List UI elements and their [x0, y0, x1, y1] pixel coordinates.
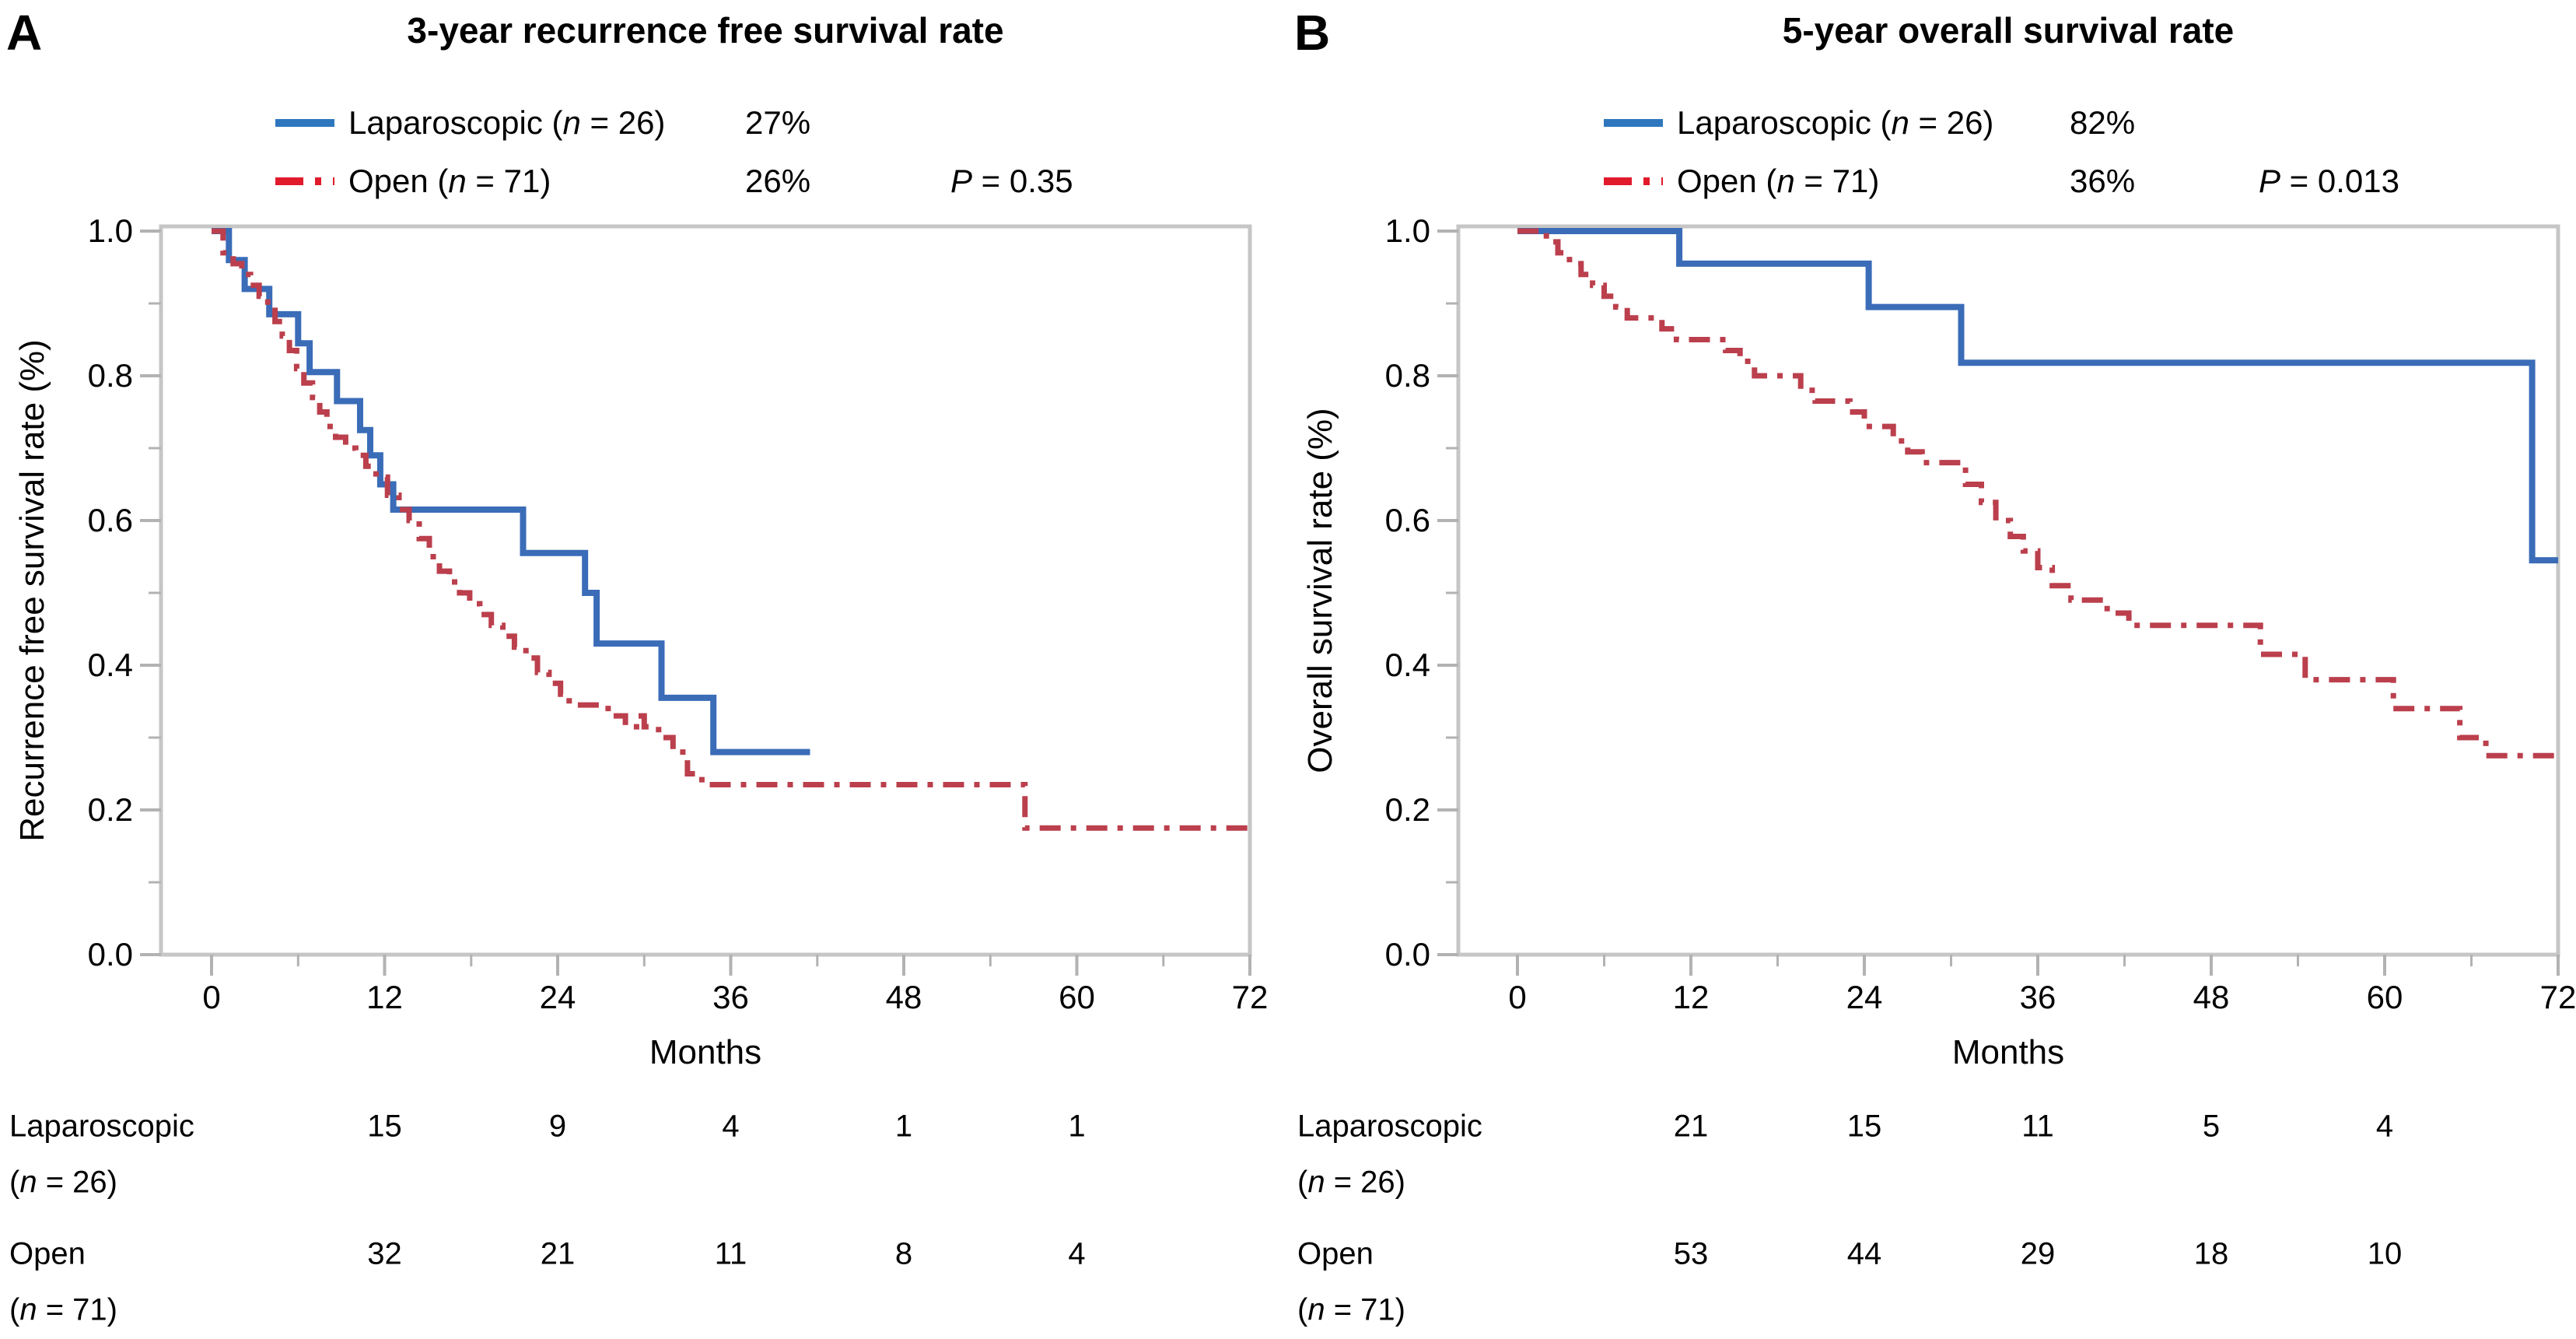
legend-value-laparoscopic: 82% [2070, 104, 2136, 141]
y-tick-label: 0.2 [1384, 791, 1430, 828]
risk-count: 18 [2193, 1236, 2229, 1271]
x-tick-label: 60 [2366, 979, 2403, 1015]
x-tick-label: 72 [1231, 979, 1269, 1015]
risk-row-name-open: Open [1297, 1236, 1374, 1271]
risk-row-name-open: Open [9, 1236, 86, 1271]
y-tick-label: 0.4 [1384, 647, 1430, 683]
plot-area [1437, 224, 2560, 976]
risk-row-name-laparoscopic: Laparoscopic [1297, 1109, 1482, 1144]
chart-title: 5-year overall survival rate [1782, 10, 2235, 51]
curve-open [212, 228, 1250, 831]
risk-count: 11 [2021, 1109, 2054, 1144]
risk-count: 4 [722, 1109, 740, 1144]
p-value-label: P = 0.35 [950, 163, 1073, 199]
curve-laparoscopic [1517, 228, 2558, 564]
legend-label-open: Open (n = 71) [348, 163, 551, 199]
risk-count: 1 [1068, 1109, 1086, 1144]
x-tick-label: 36 [712, 979, 749, 1015]
y-tick-label: 1.0 [87, 212, 133, 249]
risk-count: 8 [894, 1236, 913, 1271]
dash-dot-line-icon [1604, 177, 1663, 185]
risk-row-n-open: (n = 71) [9, 1292, 117, 1327]
legend-label-laparoscopic: Laparoscopic (n = 26) [348, 104, 666, 141]
y-tick-label: 0.6 [1384, 502, 1430, 538]
y-tick-label: 0.8 [87, 357, 133, 394]
risk-row-n-open: (n = 71) [1297, 1292, 1405, 1327]
x-tick-label: 48 [2193, 979, 2230, 1015]
x-axis-title: Months [1951, 1033, 2065, 1071]
legend-swatch-laparoscopic [1602, 116, 1664, 130]
plot-area [140, 224, 1252, 976]
risk-count: 21 [1673, 1109, 1709, 1144]
risk-count: 1 [894, 1109, 913, 1144]
legend-swatch-open [274, 174, 336, 188]
plot-frame [1456, 224, 2560, 957]
y-tick-label: 0.6 [87, 502, 133, 538]
y-tick-label: 0.2 [87, 791, 133, 828]
legend-value-open: 26% [745, 163, 811, 199]
x-tick-label: 36 [2019, 979, 2056, 1015]
x-tick-label: 72 [2539, 979, 2576, 1015]
x-tick-label: 12 [366, 979, 403, 1015]
legend-value-laparoscopic: 27% [745, 104, 811, 141]
dash-dot-line-icon [275, 177, 334, 185]
y-tick-label: 0.8 [1384, 357, 1430, 394]
risk-count: 32 [367, 1236, 402, 1271]
risk-count: 5 [2202, 1109, 2221, 1144]
x-tick-label: 0 [1508, 979, 1527, 1015]
risk-row-n-laparoscopic: (n = 26) [9, 1165, 117, 1200]
legend-label-open: Open (n = 71) [1677, 163, 1880, 199]
panel-b: B 5-year overall survival rate Laparoscopi… [1288, 0, 2576, 1339]
y-tick-label: 1.0 [1384, 212, 1430, 249]
risk-count: 15 [1846, 1109, 1882, 1144]
risk-count: 11 [714, 1236, 747, 1271]
risk-count: 44 [1846, 1236, 1882, 1271]
solid-line-icon [1604, 119, 1663, 127]
curve-open [1517, 228, 2558, 759]
panel-a: A 3-year recurrence free survival rate Lap… [6, 5, 1268, 1327]
risk-count: 21 [540, 1236, 576, 1271]
legend-value-open: 36% [2070, 163, 2136, 199]
risk-row-name-laparoscopic: Laparoscopic [9, 1109, 194, 1144]
chart-title: 3-year recurrence free survival rate [407, 10, 1004, 51]
y-axis-title: Overall survival rate (%) [1301, 408, 1339, 773]
x-tick-label: 12 [1672, 979, 1710, 1015]
y-tick-label: 0.0 [1384, 936, 1430, 973]
risk-count: 4 [1068, 1236, 1086, 1271]
x-tick-label: 0 [202, 979, 221, 1015]
x-tick-label: 60 [1059, 979, 1095, 1015]
y-axis-title: Recurrence free survival rate (%) [13, 339, 51, 842]
y-tick-label: 0.4 [87, 647, 133, 683]
risk-count: 53 [1673, 1236, 1709, 1271]
risk-count: 15 [367, 1109, 402, 1144]
legend-label-laparoscopic: Laparoscopic (n = 26) [1677, 104, 1994, 141]
y-tick-label: 0.0 [87, 936, 133, 973]
risk-row-n-laparoscopic: (n = 26) [1297, 1165, 1405, 1200]
panel-label-a: A [6, 5, 43, 61]
p-value-label: P = 0.013 [2259, 163, 2399, 199]
solid-line-icon [275, 119, 334, 127]
risk-count: 29 [2020, 1236, 2056, 1271]
curve-laparoscopic [212, 228, 810, 755]
x-tick-label: 48 [885, 979, 922, 1015]
x-tick-label: 24 [539, 979, 576, 1015]
risk-count: 9 [548, 1109, 567, 1144]
risk-count: 4 [2375, 1109, 2394, 1144]
legend-swatch-laparoscopic [274, 116, 336, 130]
panel-label-b: B [1294, 5, 1331, 61]
legend-swatch-open [1602, 174, 1664, 188]
x-axis-title: Months [649, 1033, 762, 1071]
plot-frame [159, 224, 1252, 957]
risk-count: 10 [2367, 1236, 2403, 1271]
x-tick-label: 24 [1846, 979, 1883, 1015]
